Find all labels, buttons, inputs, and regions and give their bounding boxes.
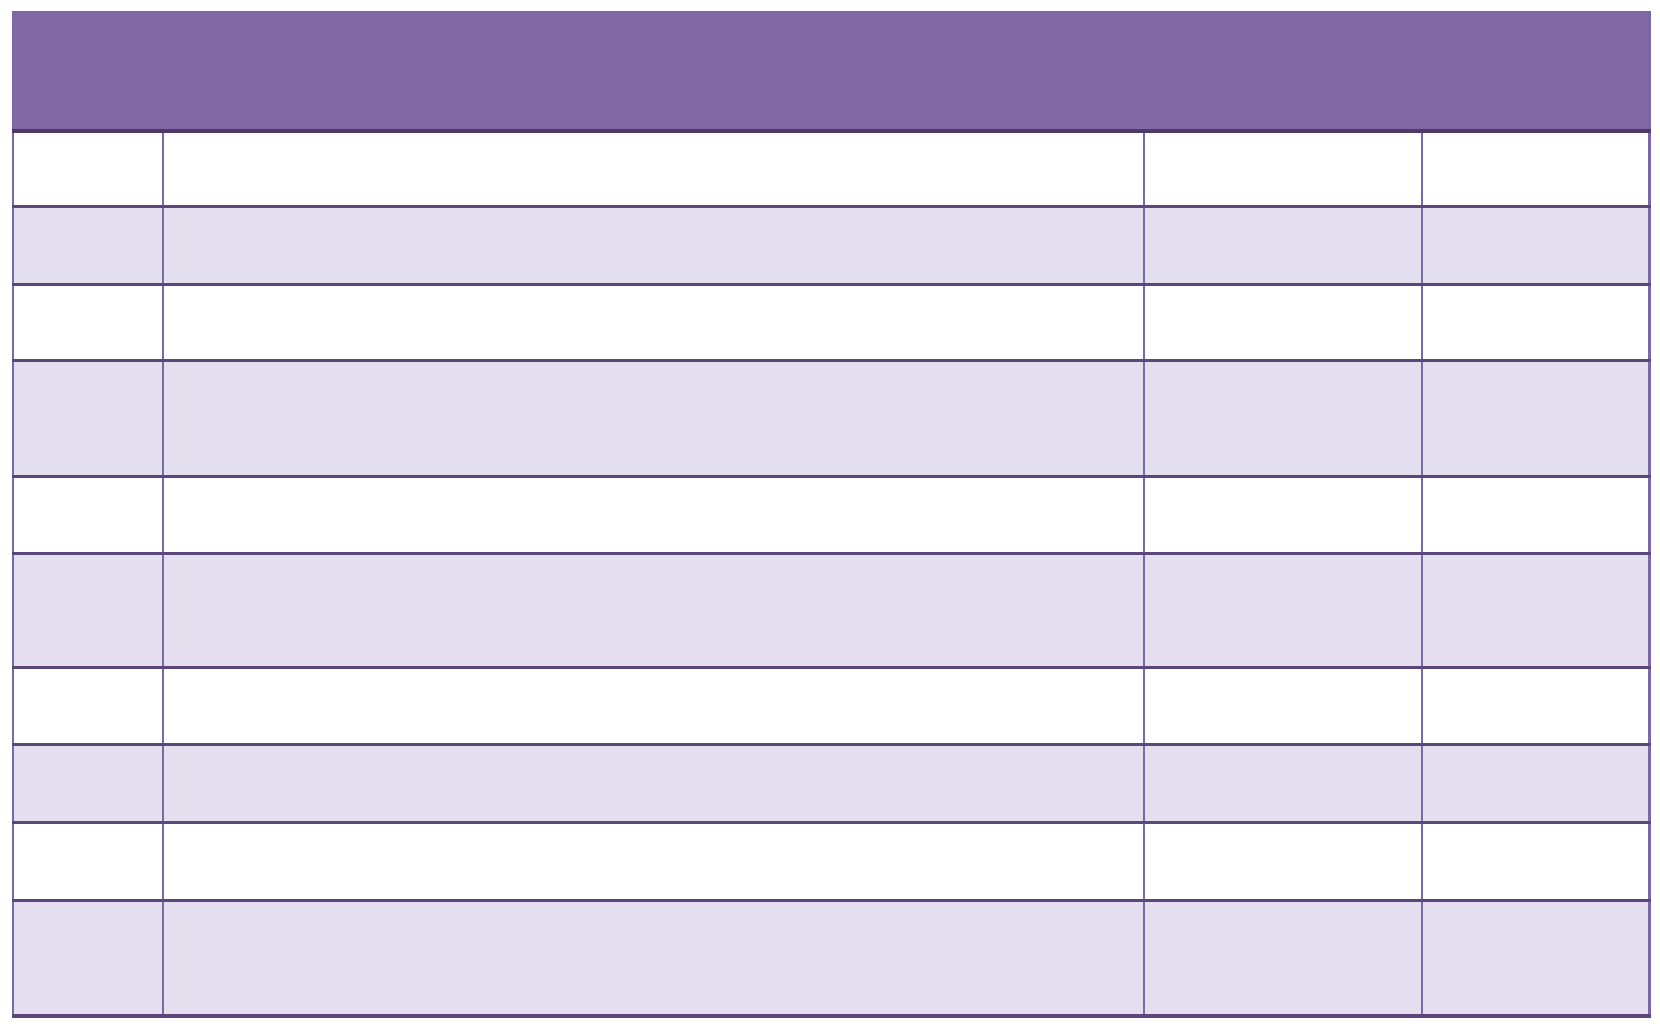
table-cell[interactable] [12,359,164,478]
table-cell[interactable] [1143,552,1423,669]
table-cell[interactable] [12,205,164,286]
table-row [12,821,1650,902]
table-row [12,205,1650,286]
table-row [12,552,1650,669]
table-cell[interactable] [12,129,164,208]
table-cell[interactable] [1421,475,1650,555]
table-cell[interactable] [162,129,1145,208]
table-cell[interactable] [162,552,1145,669]
table-cell[interactable] [162,359,1145,478]
table-cell[interactable] [162,205,1145,286]
banded-table [12,11,1651,1018]
table-cell[interactable] [1421,899,1650,1018]
table-cell[interactable] [162,283,1145,362]
table-row [12,359,1650,478]
table-cell[interactable] [1143,283,1423,362]
table-cell[interactable] [1143,205,1423,286]
table-cell[interactable] [1143,129,1423,208]
table-cell[interactable] [1421,552,1650,669]
table-header-row [13,11,1649,133]
table-header-band[interactable] [13,11,1649,133]
table-cell[interactable] [1143,899,1423,1018]
table-cell[interactable] [1421,129,1650,208]
table-cell[interactable] [12,283,164,362]
table-row [12,666,1650,746]
table-cell[interactable] [1143,821,1423,902]
table-cell[interactable] [1143,475,1423,555]
table-cell[interactable] [12,899,164,1018]
table-cell[interactable] [1143,666,1423,746]
table-cell[interactable] [1421,359,1650,478]
table-cell[interactable] [1143,359,1423,478]
table-row [12,283,1650,362]
table-cell[interactable] [1421,743,1650,824]
table-row [12,475,1650,555]
table-cell[interactable] [162,743,1145,824]
table-cell[interactable] [12,475,164,555]
table-cell[interactable] [12,552,164,669]
table-cell[interactable] [162,475,1145,555]
table-cell[interactable] [1421,666,1650,746]
table-row [12,129,1650,208]
table-cell[interactable] [1143,743,1423,824]
table-row [12,899,1650,1018]
table-cell[interactable] [12,821,164,902]
table-cell[interactable] [162,899,1145,1018]
table-row [12,743,1650,824]
table-cell[interactable] [1421,821,1650,902]
table-cell[interactable] [162,666,1145,746]
table-cell[interactable] [1421,205,1650,286]
table-cell[interactable] [12,743,164,824]
table-cell[interactable] [12,666,164,746]
table-cell[interactable] [162,821,1145,902]
table-cell[interactable] [1421,283,1650,362]
